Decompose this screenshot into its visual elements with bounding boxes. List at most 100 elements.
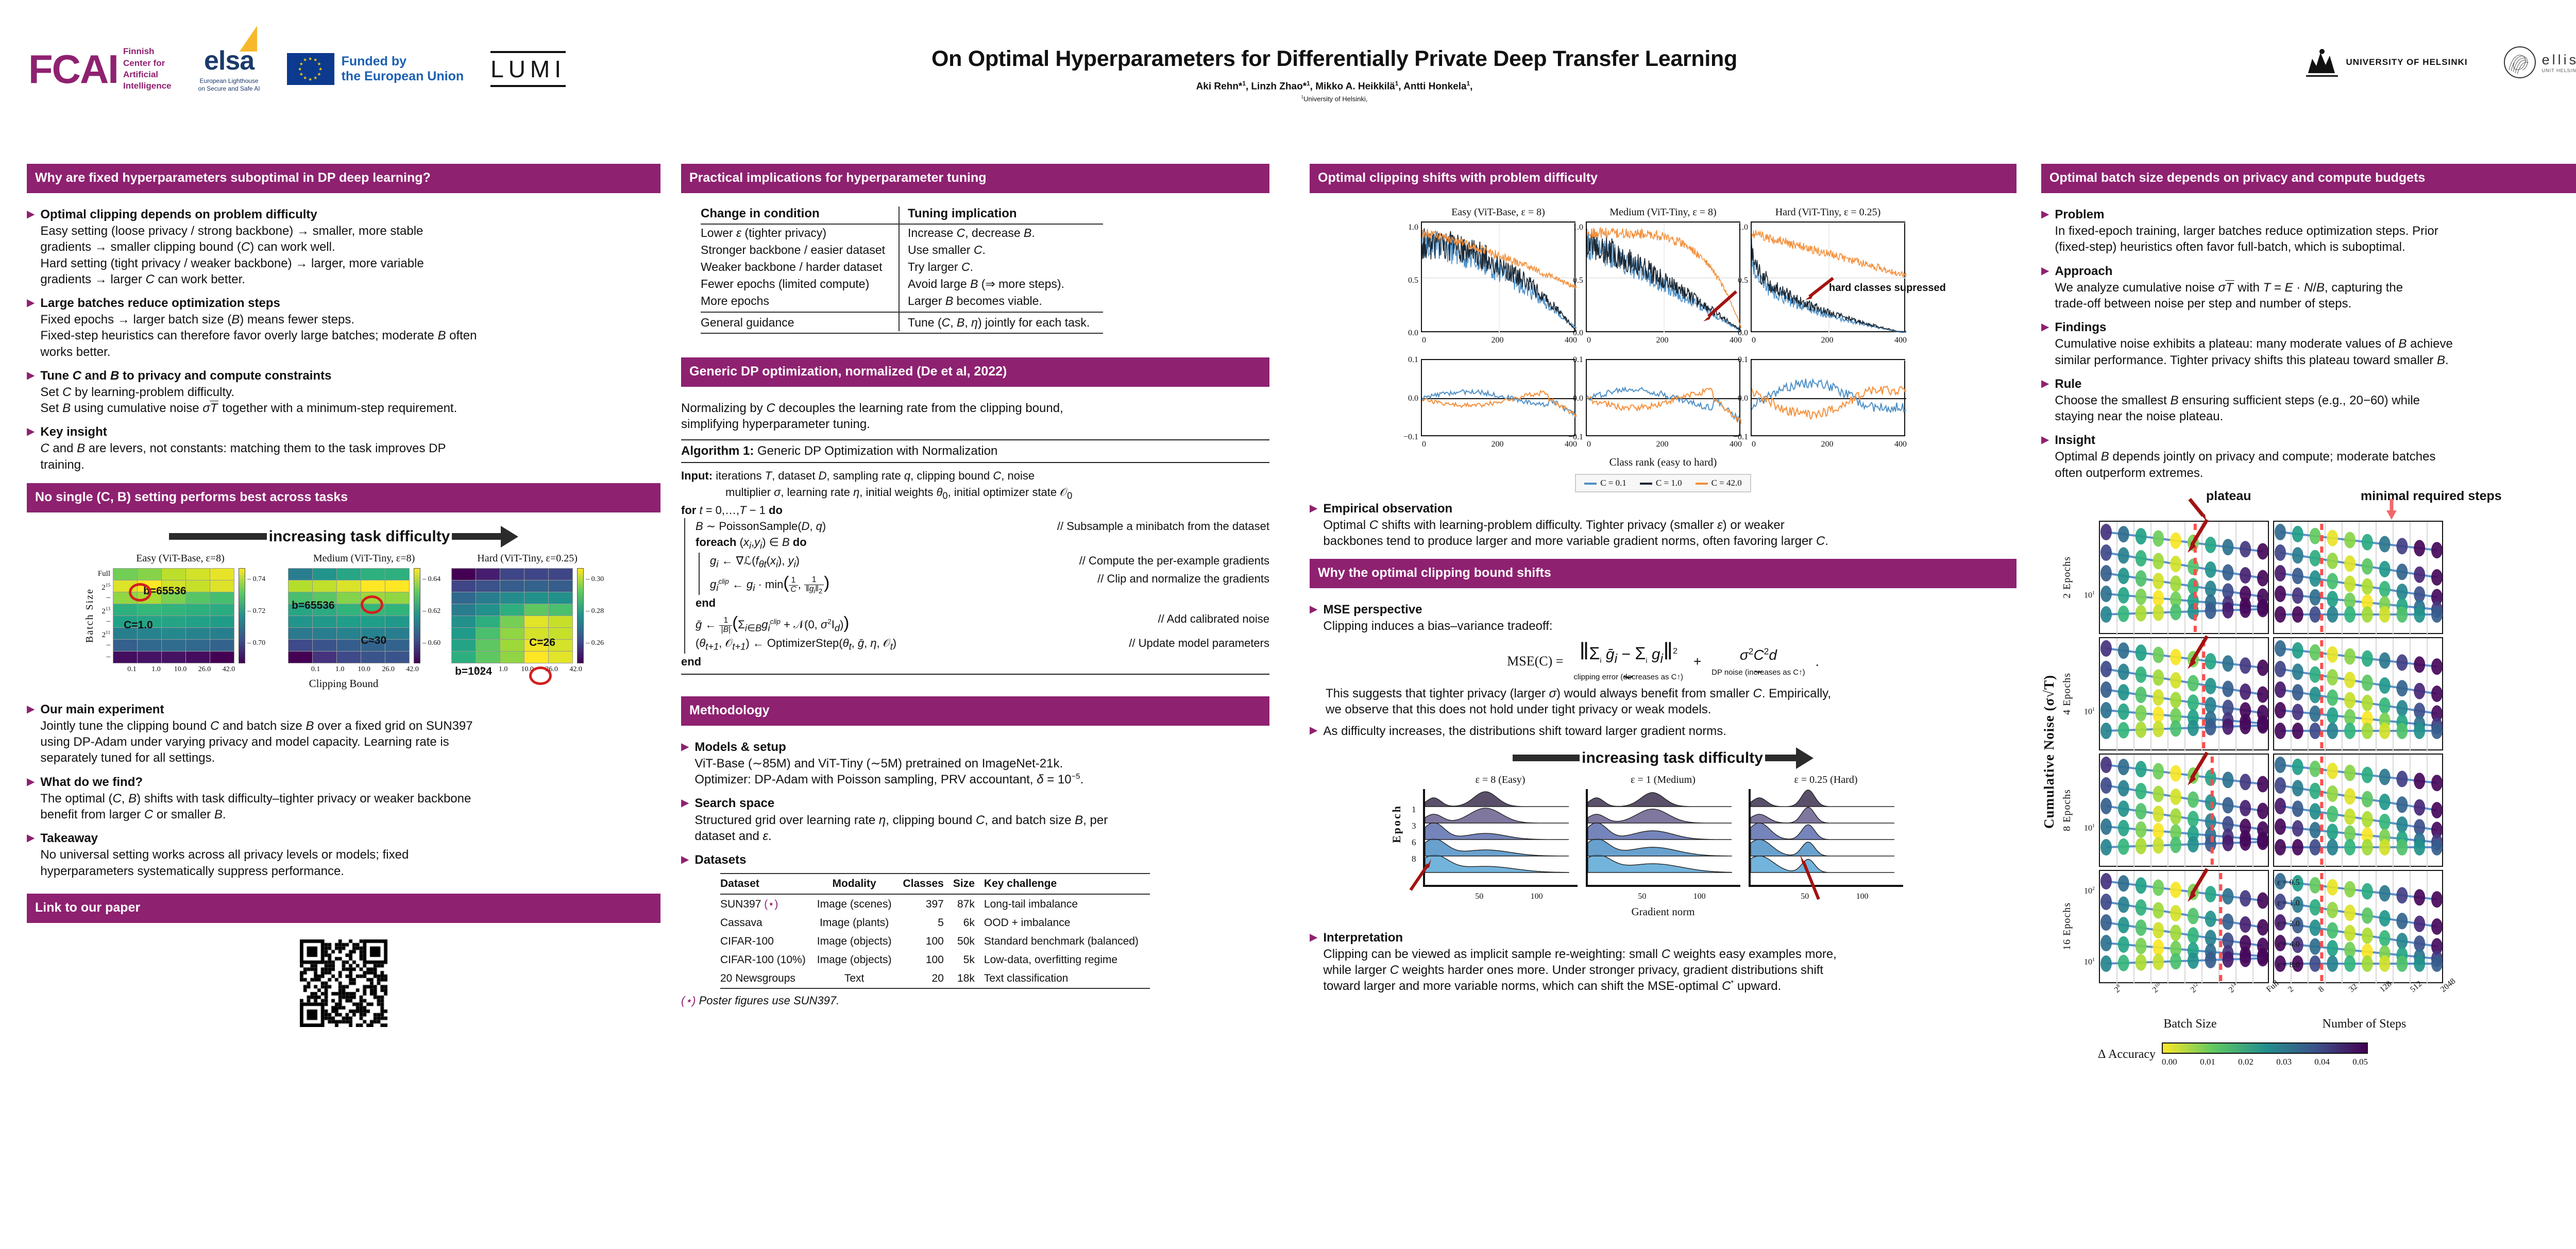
heatmap-xticks: 0.1 1.0 10.0 26.0 42.0 [127,665,235,673]
cell-challenge: OOD + imbalance [984,917,1071,929]
cell-challenge: Long-tail imbalance [984,898,1078,910]
scatter-row-label: 8 Epochs [2061,789,2073,831]
triangle-bullet-icon: ▶ [2041,321,2049,333]
class-rank-figure: Easy (ViT-Base, ε = 8) 0.0 0.5 1.0 0 200 400 Me… [1310,207,2016,492]
bullet-heading: Insight [2055,433,2096,448]
scatter-series-label: ε = 1.0 [2277,898,2300,908]
paper-qr-code[interactable] [300,939,387,1027]
heatmap-cell [549,592,573,604]
bullet-empirical-observation: ▶ Empirical observation Optimal C shifts… [1310,501,2016,550]
bullet-heading: Takeaway [40,831,98,846]
list-item: ▶ Tune C and B to privacy and compute co… [27,368,660,417]
col-header-dataset: Dataset [720,873,817,895]
cell-size: 5k [963,954,975,966]
heatmap-cell [337,651,361,663]
scatter-row: 16 Epochs 102 101 ε = 0.5 ε = 1.0 ε = 2.0 ε = … [2061,868,2576,984]
implications-col-b-header: Tuning implication [899,207,1104,225]
heatmap-cell [162,592,186,604]
section-header-why-clipping-shifts: Why the optimal clipping bound shifts [1310,558,2016,588]
cell-implication: Try larger C. [899,259,1104,276]
cell-modality: Image (objects) [817,935,892,948]
triangle-bullet-icon: ▶ [27,369,35,381]
cell-classes: 20 [903,969,953,989]
fcai-wordmark: FCAI [28,46,119,92]
sponsor-logos-left: FCAI Finnish Center for Artificial Intel… [28,26,566,93]
heatmap-cell [524,580,549,592]
heatmap-cell [385,568,410,580]
delta-xtick: 200 [1656,440,1669,449]
lineplot-panel-title: Easy (ViT-Base, ε = 8) [1451,207,1545,218]
cell-dataset: Cassava [720,917,762,929]
column-3: Optimal clipping shifts with problem dif… [1310,164,2016,1002]
heatmap-cell [549,639,573,651]
elsa-logo: elsa European Lighthouse on Secure and S… [198,26,260,93]
algo-comment: // Update model parameters [1129,637,1269,650]
scatter-grid: Cumulative Noise (σ√T) 2 Epochs 101 4 Epoch… [2041,519,2576,984]
hard-classes-annotation: hard classes supressed [1829,282,1946,294]
heatmap-panel-title: Hard (ViT-Tiny, ε=0.25) [477,552,578,564]
list-item: ▶ Optimal clipping depends on problem di… [27,207,660,287]
datasets-footnote: (⋆) Poster figures use SUN397. [681,994,840,1007]
bullet-body: In fixed-epoch training, larger batches … [2055,224,2438,254]
scatter-panel-batch-size [2099,868,2269,984]
cell-condition: More epochs [701,294,769,307]
eu-funding-logo: ★ ★ ★ ★ ★ ★ ★ ★ ★ ★ ★ ★ Funded by the European Unio… [286,53,464,85]
heatmap-cell [500,580,524,592]
qr-code-wrapper[interactable] [27,939,660,1027]
bullet-heading: Search space [694,796,775,811]
arrow-label: increasing task difficulty [268,527,450,545]
bullet-body: Structured grid over learning rate η, cl… [694,813,1108,843]
bullet-body: The optimal (C, B) shifts with task diff… [40,791,471,822]
algorithm-title: Algorithm 1: Generic DP Optimization wit… [681,439,1269,464]
triangle-bullet-icon: ▶ [27,426,35,438]
section-header-optimal-batch-size: Optimal batch size depends on privacy an… [2041,164,2576,193]
table-header-row: Dataset Modality Classes Size Key challe… [720,873,1150,895]
heatmap-cell [289,651,313,663]
legend-item: C = 0.1 [1584,478,1626,488]
page-title: On Optimal Hyperparameters for Different… [931,46,1737,71]
mse-period: . [1815,653,1819,669]
heatmap-cell [113,615,138,627]
ridgeline-xtick: 100 [1693,892,1706,901]
scatter-xaxis-title: Number of Steps [2322,1017,2406,1031]
heatmap-cell [361,580,385,592]
scatter-row-label: 4 Epochs [2061,672,2073,715]
list-item: ▶ Models & setup ViT-Base (∼85M) and ViT… [681,739,1269,788]
normalization-intro: Normalizing by C decouples the learning … [681,401,1063,432]
algo-noise: ḡ ← 1 |B| (Σi∈Bgiclip + 𝒩(0, σ2Id)) // Add… [696,611,1269,635]
heatmap-cell [385,615,410,627]
heatmap-cell [500,651,524,663]
ridgeline-xtick: 50 [1475,892,1484,901]
scatter-panel-steps [2273,520,2443,635]
algo-grad: gi ← ∇ℒ(fθt(xi), yi) // Compute the per-… [710,553,1269,571]
ridgeline-panel-title: ε = 1 (Medium) [1631,774,1696,785]
heatmap-cell [476,615,500,627]
ridgeline-panel: 50 100 [1586,789,1740,901]
scatter-panel-steps [2273,637,2443,751]
bullet-body: Easy setting (loose privacy / strong bac… [40,224,424,286]
lineplot-xtick: 0 [1422,336,1426,345]
heatmap-cell [113,627,138,639]
heatmap-cell [313,592,337,604]
scatter-xticks: 28 210 212 214 Full 2 8 32 128 512 2048 [2105,977,2576,1015]
heatmap-cell [138,627,162,639]
heatmap-cell [500,592,524,604]
bullet-heading: What do we find? [40,775,143,789]
ridgeline-ytick: 3 [1412,820,1416,831]
heatmap-cell [524,651,549,663]
list-item: ▶ Approach We analyze cumulative noise σ… [2041,263,2576,312]
cell-implication: Larger B becomes viable. [899,293,1104,312]
list-item: ▶ Key insight C and B are levers, not co… [27,424,660,473]
section-header-link-to-paper: Link to our paper [27,893,660,923]
algo-for: for t = 0,…,T − 1 do [681,504,783,517]
table-row: Fewer epochs (limited compute) Avoid lar… [701,276,1104,293]
heatmap-cell [289,604,313,615]
algo-clip: giclip ← gi · min(1 C, 1 ‖gi‖2) // Clip an… [710,571,1269,595]
table-row: Weaker backbone / harder dataset Try lar… [701,259,1104,276]
scatter-panel-batch-size [2099,635,2269,751]
col-header-challenge: Key challenge [984,873,1150,895]
arrow-shaft-icon [168,533,267,540]
heatmap-cell [138,568,162,580]
heatmap-grid: b=65536 C≈30 [288,568,410,663]
delta-accuracy-panel: −0.1 0.0 0.1 0 200 400 [1568,355,1742,449]
